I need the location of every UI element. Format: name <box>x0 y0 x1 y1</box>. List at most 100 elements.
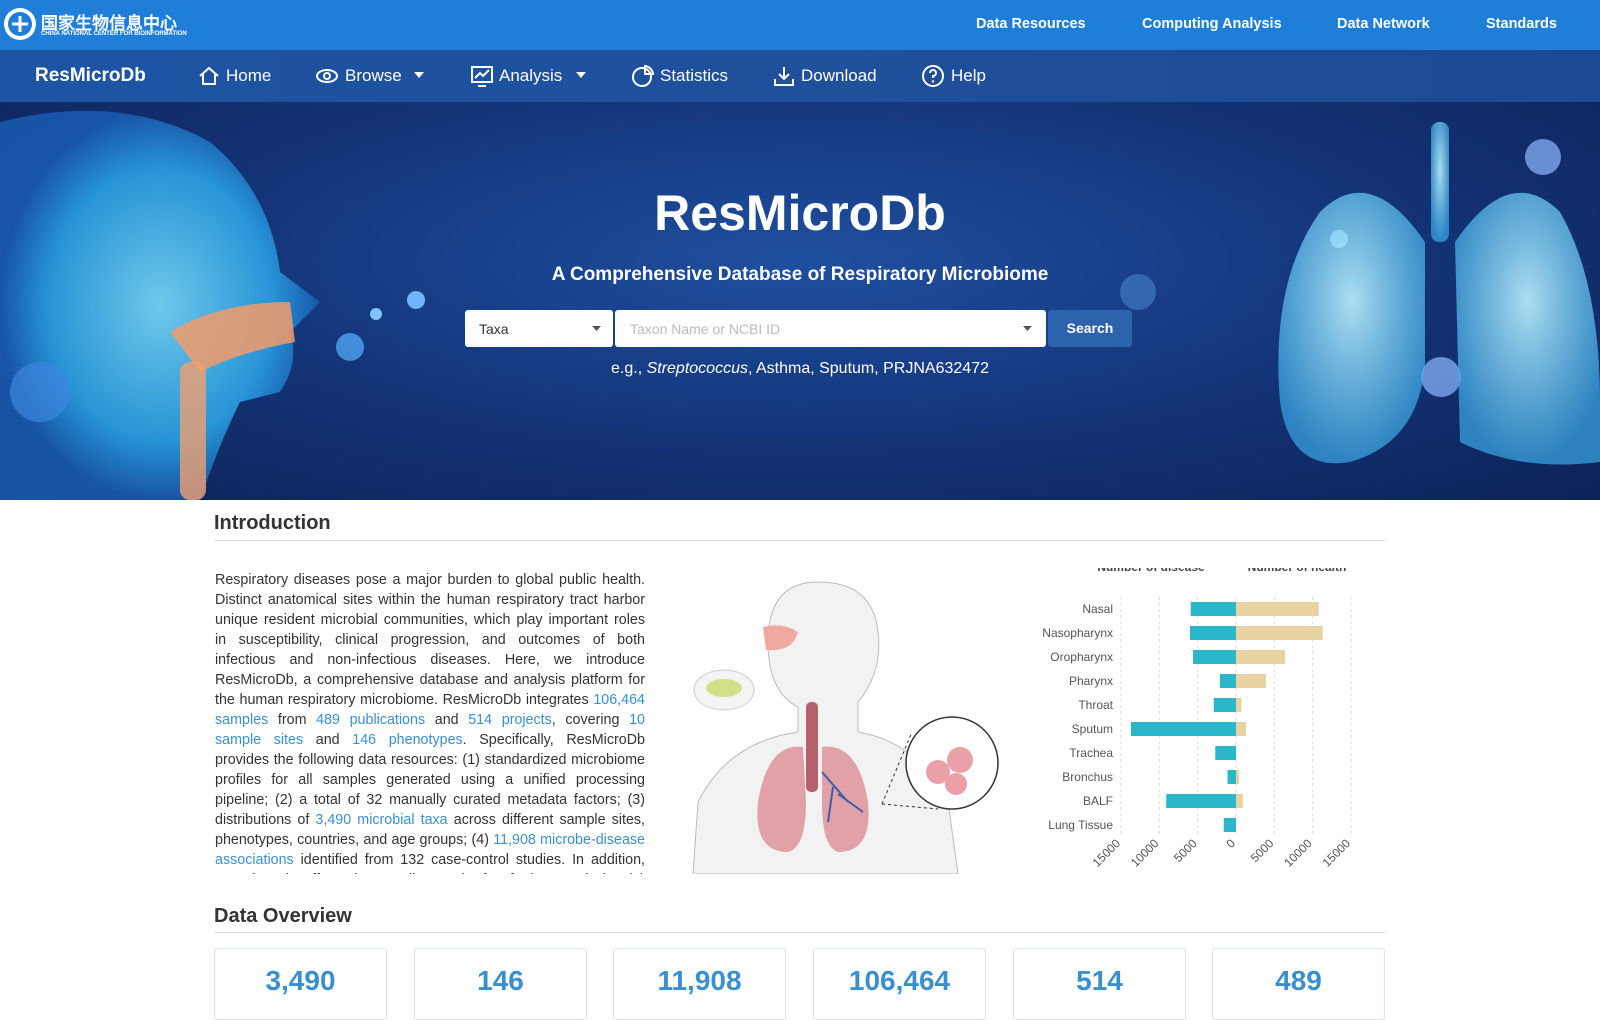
search-button[interactable]: Search <box>1048 310 1132 347</box>
intro-link[interactable]: 3,490 microbial taxa <box>315 812 448 828</box>
bar <box>1236 650 1286 664</box>
stat-card[interactable]: 106,464 <box>813 948 986 1020</box>
intro-link[interactable]: 106,464 samples <box>215 692 645 728</box>
bar <box>1236 626 1323 640</box>
stat-card[interactable]: 11,908 <box>613 948 786 1020</box>
logo-cn: 国家生物信息中心 <box>41 14 177 33</box>
bar <box>1227 770 1236 784</box>
y-tick-label: BALF <box>1083 794 1113 808</box>
hint-part: Streptococcus <box>646 360 748 377</box>
y-tick-label: Bronchus <box>1062 770 1113 784</box>
legend-label: Number of health <box>1248 568 1347 574</box>
bar <box>1219 674 1236 688</box>
intro-text-part: , covering <box>551 712 630 728</box>
stat-value: 106,464 <box>848 965 951 996</box>
intro-text-part: . Specifically, ResMicroDb provides the … <box>215 732 645 828</box>
section-heading: Introduction <box>214 512 331 534</box>
intro-link[interactable]: 11,908 microbe-disease associations <box>215 832 645 868</box>
section-heading: Data Overview <box>214 905 352 927</box>
bar <box>1236 794 1243 808</box>
bar <box>1223 818 1236 832</box>
nav-item[interactable]: Download <box>801 66 877 85</box>
stat-value: 3,490 <box>265 965 336 996</box>
bar <box>1190 626 1236 640</box>
caret <box>576 72 586 78</box>
bar <box>1130 722 1236 736</box>
search-select[interactable]: Taxa <box>465 310 613 347</box>
pie-icon <box>632 64 655 87</box>
top-link[interactable]: Computing Analysis <box>1142 16 1282 32</box>
hero-subtitle: A Comprehensive Database of Respiratory … <box>551 264 1049 285</box>
bar <box>1236 674 1266 688</box>
hero-illustration <box>0 110 1600 500</box>
bar <box>1213 698 1236 712</box>
stat-value: 514 <box>1076 965 1123 996</box>
placeholder: Taxon Name or NCBI ID <box>630 321 781 337</box>
x-tick-label: 15000 <box>1090 836 1124 868</box>
bar <box>1215 746 1236 760</box>
x-tick-label: 10000 <box>1281 836 1315 868</box>
search-hint: e.g., Streptococcus, Asthma, Sputum, PRJ… <box>0 360 1600 378</box>
hero: ResMicroDb A Comprehensive Database of R… <box>0 102 1600 500</box>
brand[interactable]: ResMicroDb <box>35 65 146 86</box>
intro-link[interactable]: 10 sample sites <box>215 712 645 748</box>
eye-icon <box>316 69 338 83</box>
intro-text-part: from <box>268 712 317 728</box>
nav-item[interactable]: Help <box>951 66 986 85</box>
x-tick-label: 5000 <box>1248 836 1277 865</box>
home-icon <box>199 66 219 85</box>
y-tick-label: Lung Tissue <box>1048 818 1113 832</box>
intro-text-part: identified from 132 case-control studies… <box>215 852 645 874</box>
x-tick-label: 5000 <box>1171 836 1200 865</box>
nav-item[interactable]: Analysis <box>499 66 563 85</box>
intro-link[interactable]: 489 publications <box>316 712 426 728</box>
hero-title: ResMicroDb <box>654 185 946 241</box>
intro-link[interactable]: 146 phenotypes <box>352 732 463 748</box>
nav-item[interactable]: Browse <box>345 66 402 85</box>
y-tick-label: Trachea <box>1069 746 1113 760</box>
top-link[interactable]: Standards <box>1486 16 1557 32</box>
intro-text: Respiratory diseases pose a major burden… <box>215 570 645 874</box>
stat-card[interactable]: 514 <box>1013 948 1186 1020</box>
top-link[interactable]: Data Network <box>1337 16 1430 32</box>
divider <box>214 540 1385 541</box>
stat-card[interactable]: 146 <box>414 948 587 1020</box>
x-tick-label: 10000 <box>1128 836 1162 868</box>
x-tick-label: 0 <box>1223 836 1238 851</box>
nav-bar: ResMicroDb Home Browse Analysis Statisti… <box>0 50 1600 102</box>
bar <box>1166 794 1236 808</box>
bar <box>1193 650 1236 664</box>
x-tick-label: 15000 <box>1320 836 1354 868</box>
intro-text-part: across different sample sites, phenotype… <box>215 812 645 848</box>
butterfly-chart: 15000 10000 5000 0 5000 10000 15000NasalNasoph… <box>1042 568 1354 868</box>
chart-icon <box>471 66 493 87</box>
caret <box>1023 326 1032 331</box>
y-tick-label: Sputum <box>1072 722 1113 736</box>
nav-item[interactable]: Home <box>226 66 272 85</box>
intro-text-part: and <box>425 712 469 728</box>
logo-en: CHINA NATIONAL CENTER FOR BIOINFORMATION <box>41 31 187 37</box>
bar <box>1236 722 1246 736</box>
top-link[interactable]: Data Resources <box>976 16 1086 32</box>
intro-text-part: Respiratory diseases pose a major burden… <box>215 572 645 708</box>
stat-card[interactable]: 3,490 <box>214 948 387 1020</box>
y-tick-label: Throat <box>1078 698 1113 712</box>
y-tick-label: Oropharynx <box>1050 650 1113 664</box>
stat-card[interactable]: 489 <box>1212 948 1385 1020</box>
intro-link[interactable]: 514 projects <box>468 712 552 728</box>
y-tick-label: Nasopharynx <box>1042 626 1113 640</box>
bar <box>1236 770 1240 784</box>
bar <box>1236 602 1319 616</box>
help-icon <box>922 65 944 87</box>
intro-text-part: and <box>303 732 353 748</box>
nav-item[interactable]: Statistics <box>660 66 729 85</box>
search-input[interactable]: Taxon Name or NCBI ID <box>615 310 1046 347</box>
hint-part: e.g., <box>611 360 647 377</box>
legend-label: Number of disease <box>1097 568 1205 574</box>
stat-value: 489 <box>1275 965 1322 996</box>
logo-icon <box>4 8 36 40</box>
anatomy-illustration <box>692 581 999 874</box>
stat-value: 11,908 <box>657 965 742 996</box>
select-value: Taxa <box>479 321 509 337</box>
